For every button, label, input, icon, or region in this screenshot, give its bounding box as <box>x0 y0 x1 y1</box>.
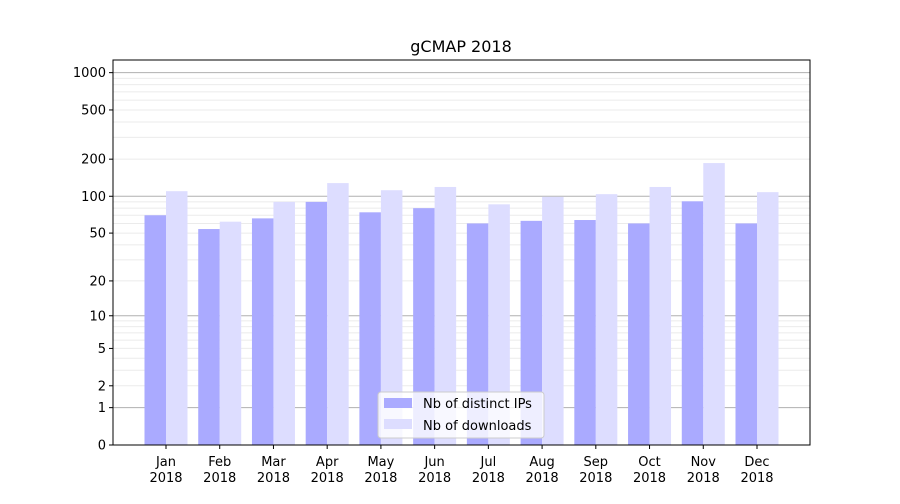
x-tick-label: Aug 2018 <box>526 455 559 486</box>
bar-downloads <box>595 194 618 445</box>
bar-downloads <box>542 196 564 445</box>
x-tick-label: Feb 2018 <box>203 455 236 486</box>
bar-downloads <box>703 163 725 445</box>
bar-distinct-ips <box>359 212 381 445</box>
bar-distinct-ips <box>520 220 543 445</box>
bar-distinct-ips <box>198 229 220 445</box>
x-tick-label: Mar 2018 <box>257 455 290 486</box>
bar-distinct-ips <box>466 223 489 445</box>
x-tick-label: Sep 2018 <box>579 455 612 486</box>
x-tick-label: Jul 2018 <box>472 455 505 486</box>
x-tick-label: Oct 2018 <box>633 455 666 486</box>
legend-swatch-ips <box>384 398 412 408</box>
bar-downloads <box>649 186 672 445</box>
bar-distinct-ips <box>628 223 650 445</box>
plot-frame <box>112 59 811 446</box>
bar-distinct-ips <box>251 218 274 445</box>
legend-label-ips: Nb of distinct IPs <box>423 397 532 412</box>
y-tick-label: 20 <box>89 274 106 289</box>
bar-downloads <box>488 204 510 445</box>
bar-downloads <box>219 221 242 445</box>
x-tick-label: Jun 2018 <box>418 455 451 486</box>
bar-distinct-ips <box>681 201 704 445</box>
y-tick-label: 10 <box>89 309 106 324</box>
y-tick-label: 500 <box>81 103 106 118</box>
bar-distinct-ips <box>305 201 328 445</box>
x-tick-label: Dec 2018 <box>740 455 773 486</box>
chart-title: gCMAP 2018 <box>410 37 512 56</box>
y-tick-label: 50 <box>89 227 106 242</box>
y-tick-label: 1000 <box>73 66 106 81</box>
y-tick-label: 0 <box>98 439 106 454</box>
y-axis: 0 1 2 5 10 20 50 100 200 500 1000 <box>73 66 113 454</box>
bar-downloads <box>434 186 457 445</box>
y-tick-label: 100 <box>81 190 106 205</box>
bar-downloads <box>327 183 349 446</box>
bars <box>144 163 779 446</box>
bar-downloads <box>273 201 295 445</box>
x-tick-label: Apr 2018 <box>311 455 344 486</box>
x-tick-label: Nov 2018 <box>687 455 720 486</box>
legend-box <box>377 391 545 439</box>
bar-distinct-ips <box>574 220 596 445</box>
bar-downloads <box>757 192 779 445</box>
x-axis: Jan 2018 Feb 2018 Mar 2018 Apr 2018 May 2018 Jun 20… <box>149 445 774 486</box>
legend-label-downloads: Nb of downloads <box>423 419 532 434</box>
y-tick-label: 1 <box>98 401 106 416</box>
bar-distinct-ips <box>144 215 166 445</box>
bar-downloads <box>166 191 188 445</box>
y-tick-label: 200 <box>81 153 106 168</box>
y-tick-label: 2 <box>98 379 106 394</box>
x-tick-label: May 2018 <box>364 455 397 486</box>
bar-downloads <box>380 190 403 445</box>
legend: Nb of distinct IPs Nb of downloads <box>377 391 545 439</box>
x-tick-label: Jan 2018 <box>149 455 182 486</box>
legend-swatch-downloads <box>384 419 412 429</box>
y-tick-label: 5 <box>98 342 106 357</box>
bar-distinct-ips <box>413 208 435 445</box>
bar-distinct-ips <box>735 223 757 445</box>
